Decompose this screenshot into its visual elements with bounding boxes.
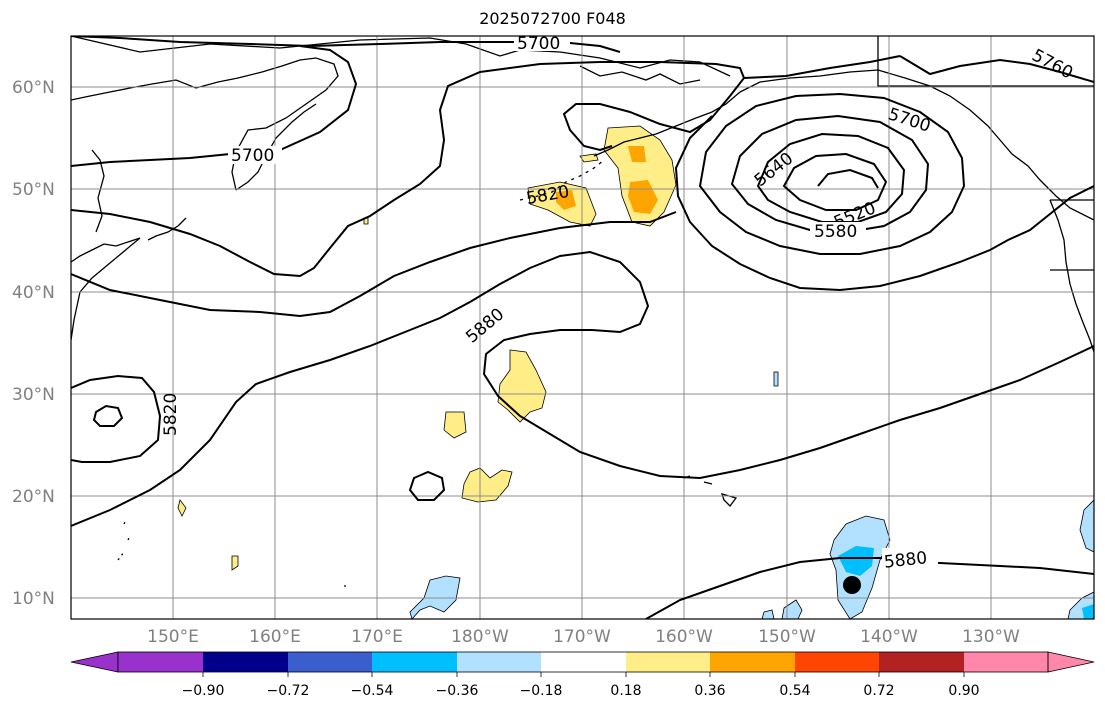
coast-japan (71, 237, 141, 341)
colorbar-extend-low (70, 651, 119, 673)
fill-negative (1079, 499, 1094, 553)
lon-tick-label: 170°E (351, 627, 403, 647)
lon-tick-label: 160°E (249, 627, 301, 647)
fill-positive (231, 555, 239, 571)
contour-label: 5880 (883, 548, 928, 572)
lon-tick-label: 140°W (860, 627, 918, 647)
contour-5880-small (408, 470, 446, 501)
fill-positive (579, 153, 599, 163)
border-alaska-canada (877, 36, 1094, 87)
fill-positive (443, 411, 467, 439)
contour-label: 5820 (161, 393, 181, 436)
contour-5880-west (92, 404, 124, 427)
colorbar-bin (626, 652, 710, 672)
contour-5520 (782, 152, 888, 211)
colorbar-bin (879, 652, 964, 672)
colorbar-tick-label: 0.36 (694, 683, 725, 699)
colorbar-tick-label: −0.72 (267, 683, 310, 699)
lat-tick-label: 30°N (12, 385, 55, 405)
contour-5640 (698, 92, 966, 255)
fill-negative-core (1082, 604, 1094, 619)
fill-positive-core (628, 146, 646, 162)
contour-5880-tropical (645, 557, 1094, 619)
colorbar-bin (288, 652, 372, 672)
lat-tick-label: 50°N (12, 180, 55, 200)
colorbar-bin (795, 652, 879, 672)
colorbar-bin (710, 652, 795, 672)
contour-5580 (756, 132, 906, 223)
contour-5700-east (743, 55, 901, 79)
contour-5580-low (674, 115, 1094, 292)
contour-5760-ne (899, 55, 1094, 83)
lon-tick-label: 180°W (451, 627, 509, 647)
fill-negative (761, 609, 775, 619)
contour-5880 (71, 250, 1094, 527)
colorbar-bin (372, 652, 457, 672)
fill-positive (497, 349, 547, 423)
coast-bering (579, 65, 701, 85)
lon-tick-label: 150°E (147, 627, 199, 647)
colorbar-bin (457, 652, 541, 672)
lon-tick-label: 150°W (758, 627, 816, 647)
contour-label: 5580 (814, 222, 857, 242)
gridlines (71, 36, 1094, 619)
lat-tick-label: 40°N (12, 283, 55, 303)
colorbar-tick-label: −0.90 (182, 683, 225, 699)
fill-positive (461, 467, 513, 503)
coast-sakhalin (91, 149, 105, 233)
colorbar-tick-label: 0.72 (863, 683, 894, 699)
lon-tick-label: 130°W (962, 627, 1020, 647)
longitude-labels: 150°E 160°E 170°E 180°W 170°W 160°W 150°… (147, 627, 1020, 647)
fill-negative-core (838, 546, 874, 576)
coast-canada-west (1049, 199, 1094, 353)
coast-aleutians (519, 159, 605, 201)
colorbar-tick-label: −0.54 (351, 683, 394, 699)
fill-positive (177, 499, 187, 517)
coast-kurils (147, 217, 187, 241)
latitude-labels: 60°N 50°N 40°N 30°N 20°N 10°N (12, 78, 55, 609)
colorbar-tick-label: −0.36 (436, 683, 479, 699)
colorbar-tick-label: 0.18 (610, 683, 641, 699)
lon-tick-label: 160°W (655, 627, 713, 647)
colorbar: −0.90 −0.72 −0.54 −0.36 −0.18 0.18 0.36 … (70, 651, 1095, 699)
contour-label: 5700 (517, 34, 560, 54)
storm-center-marker (843, 576, 861, 594)
map-title: 2025072700 F048 (479, 9, 626, 28)
contour-5700-ridge (71, 61, 746, 278)
contour-5460 (817, 168, 879, 189)
colorbar-bin (203, 652, 288, 672)
lon-tick-label: 170°W (553, 627, 611, 647)
map-frame (70, 35, 1095, 620)
anomaly-fills (177, 125, 1094, 619)
colorbar-extend-high (1047, 651, 1095, 673)
colorbar-tick-label: 0.54 (779, 683, 810, 699)
contour-5820-west (71, 374, 162, 463)
fill-positive-core (556, 190, 576, 210)
contour-5700-north (71, 36, 621, 53)
lat-tick-label: 60°N (12, 78, 55, 98)
contour-labels: 5700 5760 5700 5700 5640 5520 5580 5820 … (161, 34, 1076, 573)
contour-5700-asia (71, 45, 358, 167)
colorbar-bin (118, 652, 203, 672)
colorbar-tick-label: −0.18 (520, 683, 563, 699)
coast-alaska (739, 69, 1094, 221)
colorbar-bin (964, 652, 1048, 672)
height-contours (71, 36, 1094, 619)
contour-5820-subtropical (71, 211, 677, 318)
lat-tick-label: 10°N (12, 589, 55, 609)
lat-tick-label: 20°N (12, 487, 55, 507)
colorbar-tick-label: 0.90 (948, 683, 979, 699)
colorbar-bin (541, 652, 626, 672)
fill-negative (773, 371, 779, 387)
coast-asia (71, 57, 339, 191)
contour-5640-inner (730, 114, 930, 234)
contour-label: 5700 (231, 146, 274, 166)
